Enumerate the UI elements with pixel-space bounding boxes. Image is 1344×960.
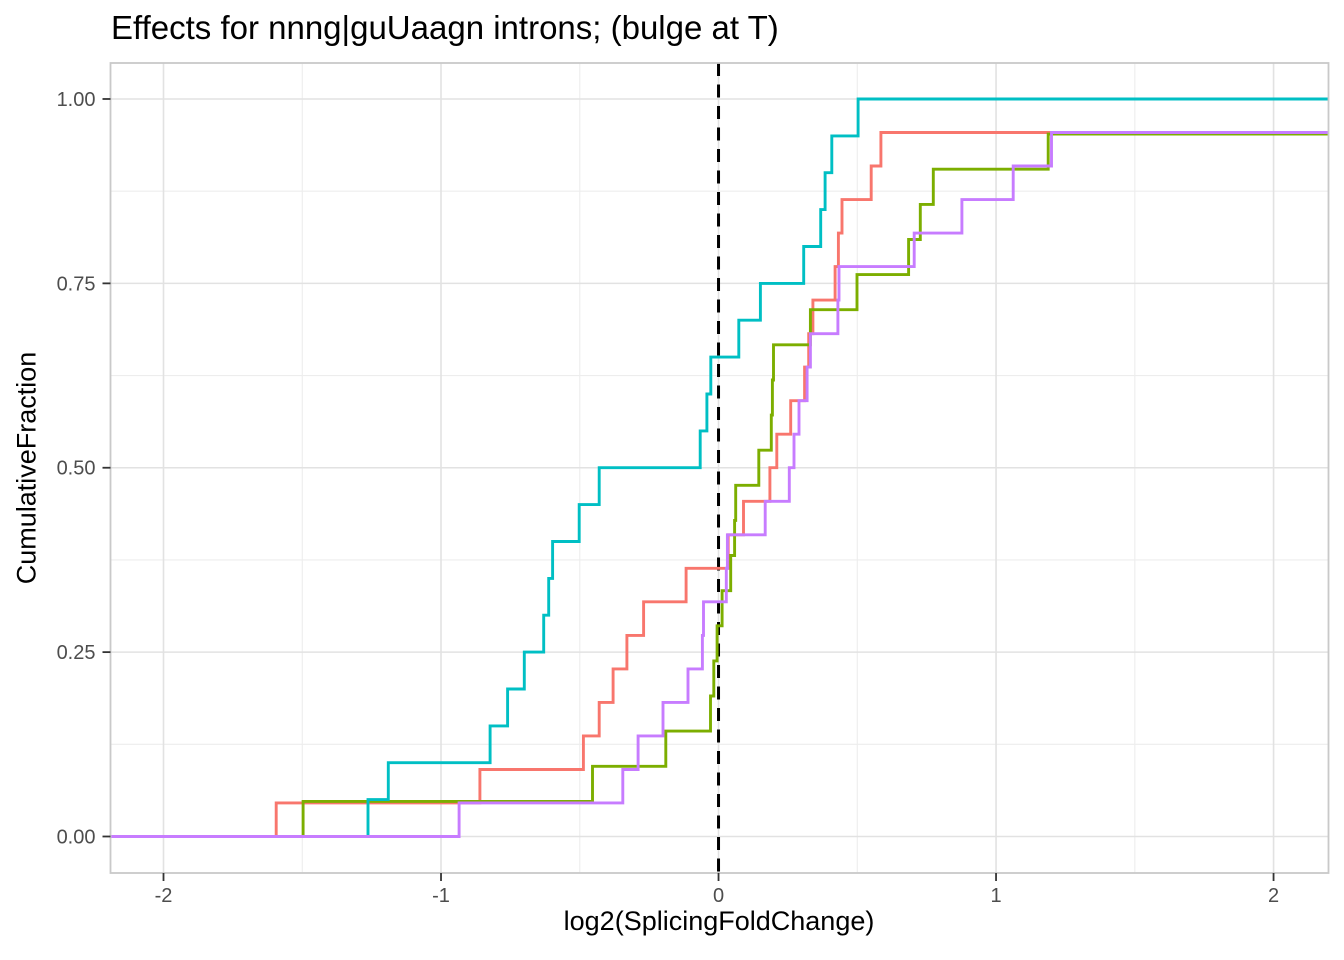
ecdf-curve-teal xyxy=(110,97,1329,838)
ecdf-curve-purple xyxy=(110,131,1329,838)
y-tick-label: 0.00 xyxy=(57,826,96,848)
y-axis-title: CumulativeFraction xyxy=(11,351,42,585)
y-tick-label: 0.50 xyxy=(57,458,96,480)
ecdf-curve-olive xyxy=(110,132,1329,838)
x-tick-label: 1 xyxy=(990,885,1001,907)
x-tick-label: 2 xyxy=(1268,885,1279,907)
ecdf-curves xyxy=(110,97,1329,838)
axis-ticks xyxy=(102,98,1275,881)
ecdf-curve-salmon xyxy=(110,131,1329,838)
y-tick-labels: 0.00 0.25 0.50 0.75 1.00 xyxy=(57,89,96,849)
x-tick-label: 0 xyxy=(713,885,724,907)
x-axis-title: log2(SplicingFoldChange) xyxy=(563,906,875,936)
x-tick-label: -1 xyxy=(432,885,450,907)
x-tick-label: -2 xyxy=(155,885,173,907)
x-tick-labels: -2 -1 0 1 2 xyxy=(155,885,1280,907)
plot-title: Effects for nnng|guUaagn introns; (bulge… xyxy=(111,9,779,46)
y-tick-label: 0.75 xyxy=(57,273,96,295)
y-tick-label: 1.00 xyxy=(57,89,96,111)
y-tick-label: 0.25 xyxy=(57,642,96,664)
